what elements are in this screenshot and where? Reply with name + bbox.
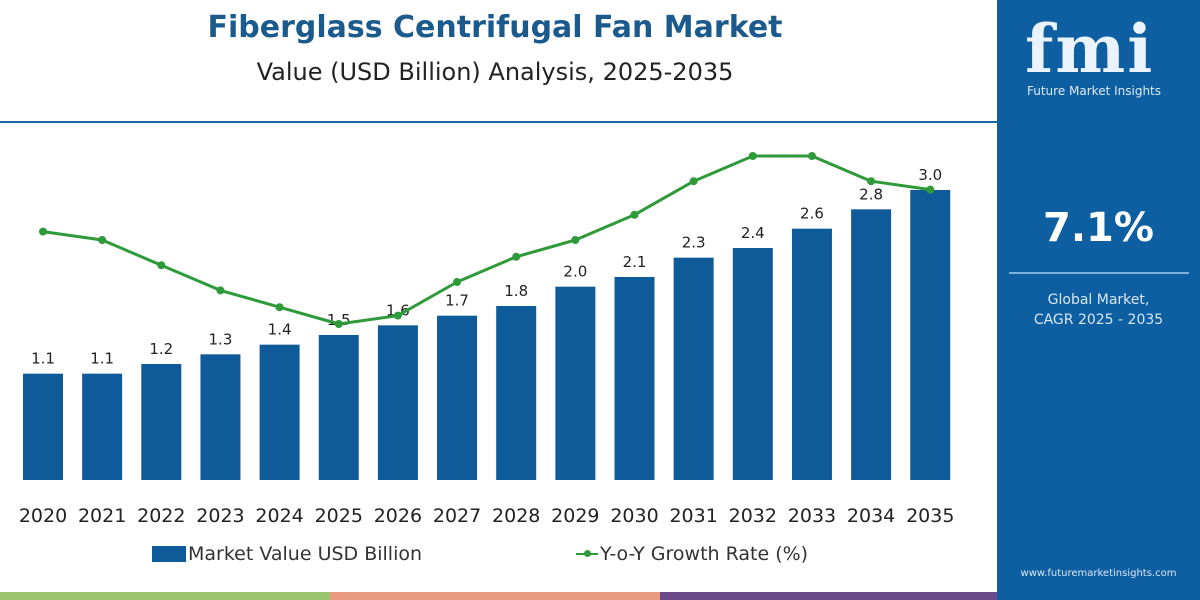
bar-label-2023: 1.3 <box>209 330 233 348</box>
bar-2035 <box>910 190 951 480</box>
legend-label: Market Value USD Billion <box>188 543 423 565</box>
growth-point-2028 <box>512 252 521 261</box>
bar-label-2034: 2.8 <box>859 185 883 203</box>
bar-2034 <box>851 209 892 481</box>
bar-2032 <box>732 248 773 480</box>
growth-point-2029 <box>571 236 580 244</box>
legend-line-swatch <box>576 548 598 560</box>
growth-point-2027 <box>453 278 462 286</box>
x-tick-2034: 2034 <box>847 505 895 527</box>
x-tick-2030: 2030 <box>610 505 658 527</box>
legend-label: Y-o-Y Growth Rate (%) <box>600 543 809 565</box>
bar-2021 <box>82 373 123 480</box>
header-divider <box>0 121 997 123</box>
bar-2026 <box>377 325 418 480</box>
bar-2025 <box>318 335 359 480</box>
bar-label-2020: 1.1 <box>31 350 55 368</box>
chart-plot: 1.120201.120211.220221.320231.420241.520… <box>19 152 954 527</box>
legend-item-growth-rate[interactable]: Y-o-Y Growth Rate (%) <box>576 543 808 565</box>
x-tick-2029: 2029 <box>551 505 599 527</box>
bar-label-2035: 3.0 <box>918 166 942 184</box>
bar-label-2021: 1.1 <box>90 350 114 368</box>
bar-label-2028: 1.8 <box>504 282 528 300</box>
bar-2027 <box>437 315 478 480</box>
x-tick-2021: 2021 <box>78 505 126 527</box>
growth-point-2033 <box>807 152 816 160</box>
x-tick-2032: 2032 <box>729 505 777 527</box>
bar-2033 <box>791 228 832 480</box>
x-tick-2023: 2023 <box>196 505 244 527</box>
panel-divider <box>1009 272 1189 274</box>
bar-label-2032: 2.4 <box>741 224 765 242</box>
x-tick-2027: 2027 <box>433 505 481 527</box>
cagr-label: Global Market, CAGR 2025 - 2035 <box>997 290 1200 330</box>
x-tick-2025: 2025 <box>315 505 363 527</box>
cagr-value: 7.1% <box>1043 205 1154 251</box>
bar-2028 <box>496 306 537 480</box>
bar-label-2026: 1.6 <box>386 301 410 319</box>
chart-title: Fiberglass Centrifugal Fan Market <box>207 10 783 45</box>
bar-label-2031: 2.3 <box>682 234 706 252</box>
growth-point-2022 <box>157 261 166 270</box>
bar-label-2033: 2.6 <box>800 205 824 223</box>
growth-point-2034 <box>867 177 876 186</box>
growth-point-2023 <box>216 286 225 295</box>
growth-rate-line <box>42 154 931 326</box>
x-tick-2024: 2024 <box>255 505 303 527</box>
bar-2020 <box>23 373 63 480</box>
bar-2031 <box>673 257 714 480</box>
growth-point-2031 <box>689 177 698 186</box>
growth-point-2020 <box>39 227 47 236</box>
legend-item-market-value[interactable]: Market Value USD Billion <box>152 543 422 565</box>
bar-2024 <box>259 344 300 480</box>
cagr-label-line-2: CAGR 2025 - 2035 <box>1033 312 1164 328</box>
bar-label-2027: 1.7 <box>445 292 469 310</box>
growth-point-2026 <box>393 311 402 320</box>
x-tick-2022: 2022 <box>137 505 185 527</box>
cagr-label-line-1: Global Market, <box>1047 292 1150 308</box>
bar-label-2022: 1.2 <box>149 340 173 358</box>
logo-subtitle: Future Market Insights <box>1027 84 1162 98</box>
bar-2029 <box>555 286 596 480</box>
x-tick-2033: 2033 <box>788 505 836 527</box>
x-tick-2020: 2020 <box>19 505 67 527</box>
chart-subtitle: Value (USD Billion) Analysis, 2025-2035 <box>256 58 734 86</box>
growth-point-2021 <box>98 236 107 244</box>
growth-point-2025 <box>334 320 343 328</box>
bar-2023 <box>200 354 241 480</box>
bar-2030 <box>614 277 655 480</box>
growth-point-2032 <box>748 152 757 160</box>
summary-panel: fmi Future Market Insights 7.1% Global M… <box>997 0 1200 600</box>
legend-bar-swatch <box>152 546 186 562</box>
bar-label-2024: 1.4 <box>268 321 292 339</box>
footer-stripe-salmon <box>330 592 660 600</box>
fmi-logo: fmi <box>1025 10 1155 88</box>
footer-stripe-green <box>0 592 330 600</box>
bar-label-2030: 2.1 <box>623 253 647 271</box>
bar-2022 <box>141 364 182 480</box>
footer-stripe-purple <box>660 592 997 600</box>
growth-point-2024 <box>275 303 284 312</box>
growth-point-2035 <box>926 185 935 194</box>
x-tick-2026: 2026 <box>374 505 422 527</box>
x-tick-2028: 2028 <box>492 505 540 527</box>
bar-label-2029: 2.0 <box>563 263 587 281</box>
website-link[interactable]: www.futuremarketinsights.com <box>1020 568 1177 579</box>
x-tick-2031: 2031 <box>669 505 717 527</box>
x-tick-2035: 2035 <box>906 505 954 527</box>
growth-point-2030 <box>630 210 639 219</box>
